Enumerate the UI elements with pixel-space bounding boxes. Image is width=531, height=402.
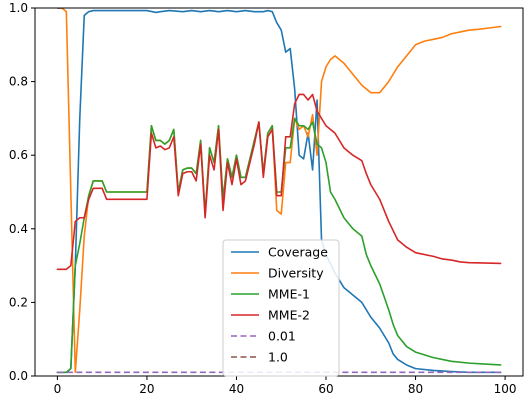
legend-box	[222, 239, 340, 377]
x-tick-label: 100	[494, 382, 517, 396]
x-tick-label: 40	[229, 382, 244, 396]
legend-label: MME-1	[268, 287, 310, 302]
legend-label: MME-2	[268, 308, 310, 323]
y-tick-label: 0.8	[9, 75, 28, 89]
x-tick-label: 0	[54, 382, 62, 396]
series-line-1	[56, 9, 502, 374]
y-tick-label: 0.6	[9, 148, 28, 162]
legend-label: Diversity	[268, 266, 324, 281]
series-line-3	[56, 117, 502, 374]
legend-label: Coverage	[268, 245, 328, 260]
legend-label: 1.0	[268, 350, 288, 365]
x-tick-label: 20	[139, 382, 154, 396]
axis-ticks: 0 20 40 60 80 100 0.0 0.2 0.4 0.6 0.8 1.0	[9, 1, 517, 396]
y-tick-label: 0.0	[9, 369, 28, 383]
series-line-4	[56, 93, 502, 271]
y-tick-label: 1.0	[9, 1, 28, 15]
legend: Coverage Diversity MME-1 MME-2 0.01 1.0	[222, 239, 340, 377]
x-tick-label: 60	[318, 382, 333, 396]
y-tick-label: 0.2	[9, 295, 28, 309]
legend-label: 0.01	[268, 329, 296, 344]
x-tick-label: 80	[408, 382, 423, 396]
y-tick-label: 0.4	[9, 222, 28, 236]
